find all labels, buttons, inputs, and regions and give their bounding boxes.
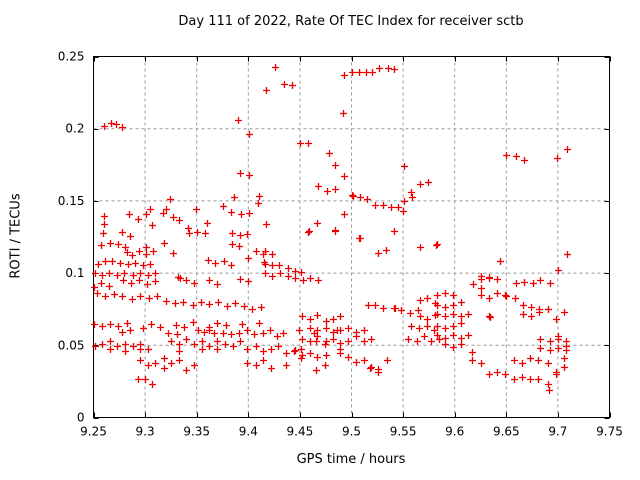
y-tick-label: 0.15 xyxy=(58,194,85,208)
x-tick-label: 9.75 xyxy=(596,425,623,439)
x-tick-label: 9.3 xyxy=(136,425,155,439)
x-axis-label: GPS time / hours xyxy=(296,452,406,467)
x-tick-label: 9.65 xyxy=(493,425,520,439)
x-tick-label: 9.35 xyxy=(183,425,210,439)
scatter-points xyxy=(91,64,571,394)
y-tick-label: 0.25 xyxy=(58,50,85,64)
x-tick-label: 9.5 xyxy=(342,425,361,439)
tick-marks xyxy=(93,56,611,419)
x-tick-label: 9.7 xyxy=(548,425,567,439)
x-tick-label: 9.55 xyxy=(390,425,417,439)
x-tick-label: 9.6 xyxy=(445,425,464,439)
y-tick-label: 0.2 xyxy=(65,122,84,136)
plot-border xyxy=(93,56,610,418)
y-tick-label: 0.1 xyxy=(65,266,84,280)
x-tick-label: 9.4 xyxy=(239,425,258,439)
tick-labels: 9.25 9.3 9.35 9.4 9.45 9.5 9.55 9.6 9.65 9.7 9.75 0… xyxy=(58,50,623,439)
x-tick-label: 9.45 xyxy=(287,425,314,439)
y-tick-label: 0 xyxy=(77,411,85,425)
y-tick-label: 0.05 xyxy=(58,338,85,352)
chart-title: Day 111 of 2022, Rate Of TEC Index for r… xyxy=(178,14,524,29)
x-tick-label: 9.25 xyxy=(80,425,107,439)
